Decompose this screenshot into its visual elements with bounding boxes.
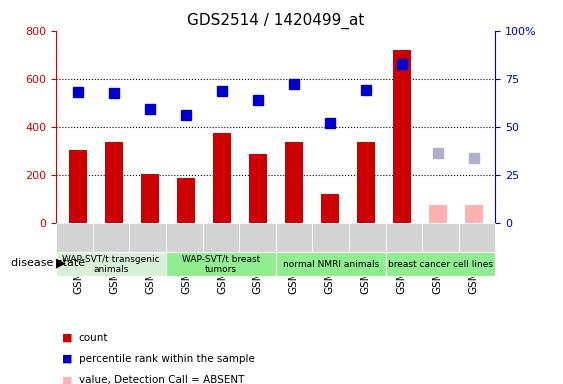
FancyBboxPatch shape	[56, 252, 166, 276]
Bar	[105, 142, 123, 223]
Bar	[465, 205, 483, 223]
Bar	[213, 133, 231, 223]
Text: ▶: ▶	[56, 257, 66, 270]
Bar	[177, 178, 195, 223]
Text: WAP-SVT/t breast
tumors: WAP-SVT/t breast tumors	[182, 255, 260, 274]
Text: percentile rank within the sample: percentile rank within the sample	[79, 354, 254, 364]
FancyBboxPatch shape	[459, 223, 495, 252]
Text: WAP-SVT/t transgenic
animals: WAP-SVT/t transgenic animals	[62, 255, 160, 274]
Text: ■: ■	[62, 333, 73, 343]
Bar	[285, 142, 303, 223]
Bar	[321, 194, 339, 223]
FancyBboxPatch shape	[349, 223, 386, 252]
Bar	[429, 205, 447, 223]
FancyBboxPatch shape	[129, 223, 166, 252]
Bar	[393, 50, 411, 223]
FancyBboxPatch shape	[312, 223, 349, 252]
FancyBboxPatch shape	[56, 223, 93, 252]
FancyBboxPatch shape	[203, 223, 239, 252]
Text: ■: ■	[62, 375, 73, 384]
FancyBboxPatch shape	[93, 223, 129, 252]
Text: breast cancer cell lines: breast cancer cell lines	[388, 260, 493, 269]
FancyBboxPatch shape	[166, 252, 276, 276]
Title: GDS2514 / 1420499_at: GDS2514 / 1420499_at	[187, 13, 365, 29]
Text: normal NMRI animals: normal NMRI animals	[283, 260, 379, 269]
FancyBboxPatch shape	[386, 223, 422, 252]
FancyBboxPatch shape	[239, 223, 276, 252]
Text: count: count	[79, 333, 108, 343]
FancyBboxPatch shape	[276, 252, 386, 276]
FancyBboxPatch shape	[422, 223, 459, 252]
Text: disease state: disease state	[11, 258, 86, 268]
Text: ■: ■	[62, 354, 73, 364]
Text: value, Detection Call = ABSENT: value, Detection Call = ABSENT	[79, 375, 244, 384]
Bar	[141, 174, 159, 223]
Bar	[69, 149, 87, 223]
FancyBboxPatch shape	[276, 223, 312, 252]
FancyBboxPatch shape	[166, 223, 203, 252]
FancyBboxPatch shape	[386, 252, 495, 276]
Bar	[249, 154, 267, 223]
Bar	[357, 142, 375, 223]
